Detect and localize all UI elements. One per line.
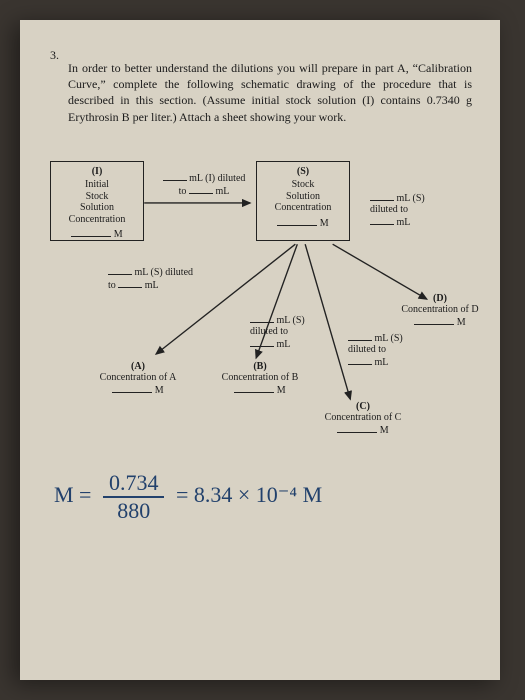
box-i-l3: Solution [55, 202, 139, 214]
box-i-l2: Stock [55, 191, 139, 203]
arr-sa-labels: mL (S) diluted to mL [108, 265, 218, 291]
arr-sd-l2: diluted to [370, 204, 450, 215]
box-b-unit: M [277, 385, 286, 396]
blank-sa-to [118, 278, 142, 288]
box-b-tag: (B) [253, 361, 266, 372]
blank-sc-ml [348, 331, 372, 341]
question-number: 3. [50, 48, 59, 63]
worksheet-page: 3. In order to better understand the dil… [20, 20, 500, 680]
arr-is-l2b: mL [215, 186, 229, 197]
box-a-unit: M [155, 385, 164, 396]
arr-sb-labels: mL (S) diluted to mL [250, 313, 320, 350]
box-stock: (S) Stock Solution Concentration M [256, 161, 350, 241]
box-a-tag: (A) [131, 361, 145, 372]
box-c-tag: (C) [356, 401, 370, 412]
handwritten-work: M = 0.734 880 = 8.34 × 10⁻⁴ M [54, 470, 322, 524]
arr-sc-labels: mL (S) diluted to mL [348, 331, 418, 368]
blank-sd-to [370, 215, 394, 225]
box-s-tag: (S) [297, 166, 309, 177]
box-d-unit: M [457, 317, 466, 328]
arr-is-labels: mL (I) diluted to mL [156, 171, 252, 197]
box-d: (D) Concentration of D M [390, 293, 490, 328]
blank-sb-ml [250, 313, 274, 323]
blank-a-m [112, 383, 152, 393]
dilution-diagram: (I) Initial Stock Solution Concentration… [50, 143, 472, 473]
hand-lhs: M = [54, 482, 91, 507]
box-a: (A) Concentration of A M [78, 361, 198, 396]
box-b: (B) Concentration of B M [200, 361, 320, 396]
arr-is-l2a: to [179, 186, 187, 197]
blank-sb-to [250, 337, 274, 347]
blank-sa-ml [108, 265, 132, 275]
blank-s-m [277, 216, 317, 226]
box-b-l1: Concentration of B [200, 372, 320, 383]
blank-i-m [71, 227, 111, 237]
blank-sc-to [348, 355, 372, 365]
arr-sb-l2: diluted to [250, 326, 320, 337]
box-s-l1: Stock [261, 179, 345, 191]
hand-fraction: 0.734 880 [103, 470, 165, 524]
box-d-l1: Concentration of D [390, 304, 490, 315]
arr-is-l1: mL (I) diluted [189, 173, 245, 184]
box-c: (C) Concentration of C M [308, 401, 418, 436]
arr-sb-l3: mL [277, 339, 291, 350]
blank-c-m [337, 423, 377, 433]
blank-sd-ml [370, 191, 394, 201]
question-text: In order to better understand the diluti… [68, 60, 472, 125]
box-c-unit: M [380, 425, 389, 436]
arr-sa-l2b: mL [145, 280, 159, 291]
hand-den: 880 [103, 498, 165, 524]
box-i-l4: Concentration [55, 214, 139, 226]
arr-sd-l3: mL [397, 217, 411, 228]
box-s-unit: M [320, 218, 329, 229]
blank-b-m [234, 383, 274, 393]
box-d-tag: (D) [433, 293, 447, 304]
arr-sc-l2: diluted to [348, 344, 418, 355]
box-s-l3: Concentration [261, 202, 345, 214]
box-i-l1: Initial [55, 179, 139, 191]
blank-d-m [414, 315, 454, 325]
box-c-l1: Concentration of C [308, 412, 418, 423]
box-i-unit: M [114, 229, 123, 240]
arr-sd-labels: mL (S) diluted to mL [370, 191, 450, 228]
arr-sa-l2a: to [108, 280, 116, 291]
arr-sd-l1: mL (S) [397, 193, 425, 204]
blank-is-ml [163, 171, 187, 181]
box-initial: (I) Initial Stock Solution Concentration… [50, 161, 144, 241]
arr-sa-l1: mL (S) diluted [135, 267, 194, 278]
box-i-tag: (I) [92, 166, 103, 177]
hand-eq: = 8.34 × 10⁻⁴ M [176, 482, 322, 507]
arr-sc-l3: mL [375, 357, 389, 368]
arr-sc-l1: mL (S) [375, 333, 403, 344]
arr-sb-l1: mL (S) [277, 315, 305, 326]
box-s-l2: Solution [261, 191, 345, 203]
blank-is-to [189, 184, 213, 194]
hand-num: 0.734 [103, 470, 165, 498]
box-a-l1: Concentration of A [78, 372, 198, 383]
